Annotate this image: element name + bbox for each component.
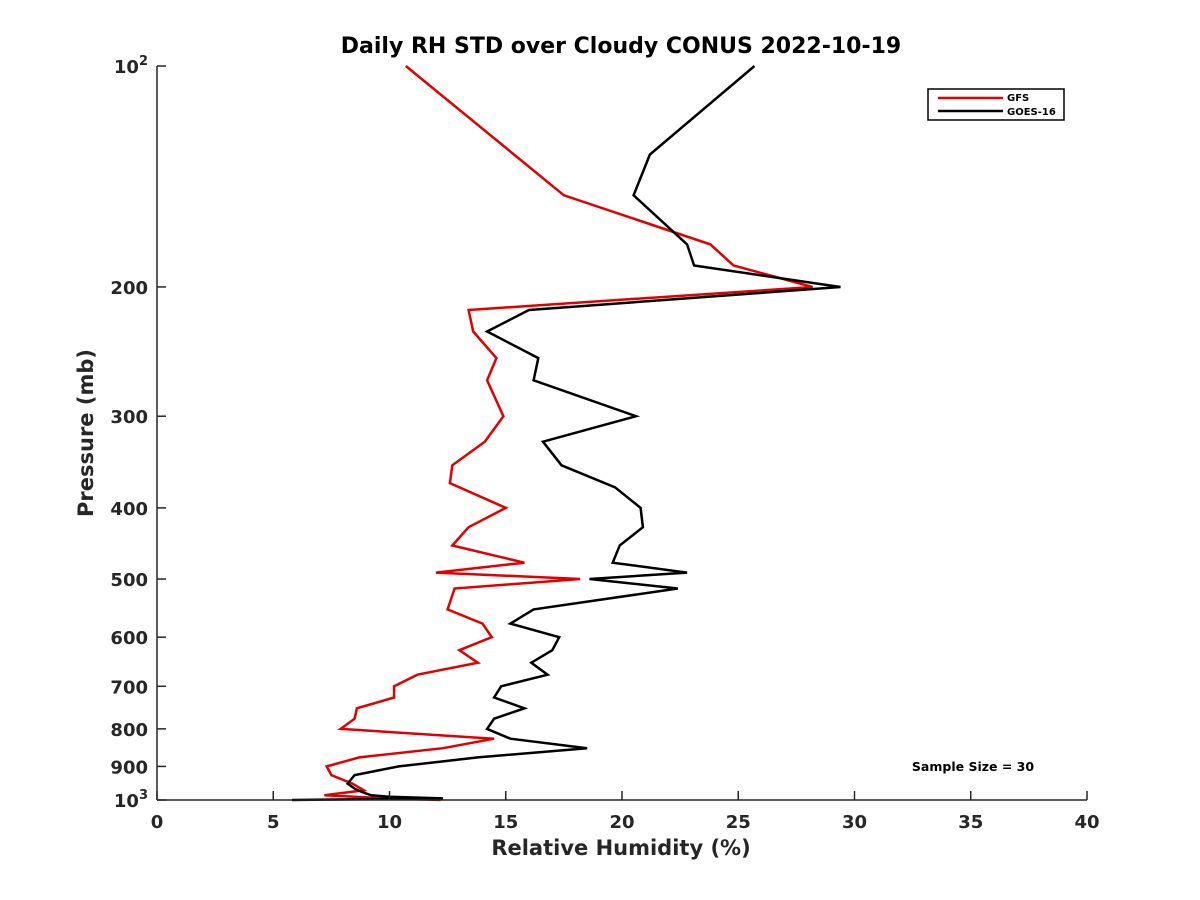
x-tick-label: 35 (958, 812, 983, 833)
y-axis-label: Pressure (mb) (74, 349, 98, 517)
x-tick-label: 0 (151, 812, 164, 833)
series-layer (291, 65, 841, 802)
y-tick-label: 102 (114, 54, 148, 78)
y-tick-label: 300 (110, 407, 148, 428)
legend-gfs-label: GFS (1007, 93, 1029, 104)
series-line-goes-16 (291, 65, 841, 802)
x-tick-label: 25 (726, 812, 751, 833)
x-tick-label: 20 (609, 812, 634, 833)
y-tick-label: 500 (110, 570, 148, 591)
y-tick-label: 400 (110, 499, 148, 520)
legend-box (927, 88, 1065, 121)
y-tick-label: 103 (114, 788, 148, 812)
x-axis-label: Relative Humidity (%) (491, 836, 750, 860)
y-tick-label: 800 (110, 720, 148, 741)
x-tick-label: 5 (267, 812, 280, 833)
x-tick-label: 40 (1074, 812, 1099, 833)
y-tick-label: 700 (110, 677, 148, 698)
y-tick-label: 200 (110, 278, 148, 299)
y-tick-label: 600 (110, 628, 148, 649)
y-tick-label: 900 (110, 757, 148, 778)
x-tick-label: 10 (377, 812, 402, 833)
series-line-gfs (324, 65, 813, 802)
sample-size-annotation: Sample Size = 30 (912, 759, 1034, 774)
legend-goes16-label: GOES-16 (1007, 107, 1056, 118)
y-axis-ticks: 102 200 300 400 500 600 700 800 900 103 (110, 54, 166, 812)
x-tick-label: 15 (493, 812, 518, 833)
x-tick-label: 30 (842, 812, 867, 833)
chart-title: Daily RH STD over Cloudy CONUS 2022-10-1… (341, 34, 901, 59)
x-axis-ticks: 0 5 10 15 20 25 30 35 40 (151, 791, 1100, 833)
legend: GFS GOES-16 (927, 88, 1065, 121)
